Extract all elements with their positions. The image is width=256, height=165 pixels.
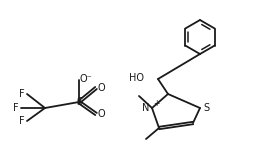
Text: S: S [203,103,209,113]
Text: S: S [76,97,82,107]
Text: F: F [19,89,25,99]
Text: F: F [19,116,25,126]
Text: +: + [153,99,159,109]
Text: HO: HO [129,73,144,83]
Text: N: N [142,103,149,113]
Text: O: O [98,83,106,93]
Text: O: O [98,109,106,119]
Text: O⁻: O⁻ [80,74,93,84]
Text: F: F [13,103,19,113]
